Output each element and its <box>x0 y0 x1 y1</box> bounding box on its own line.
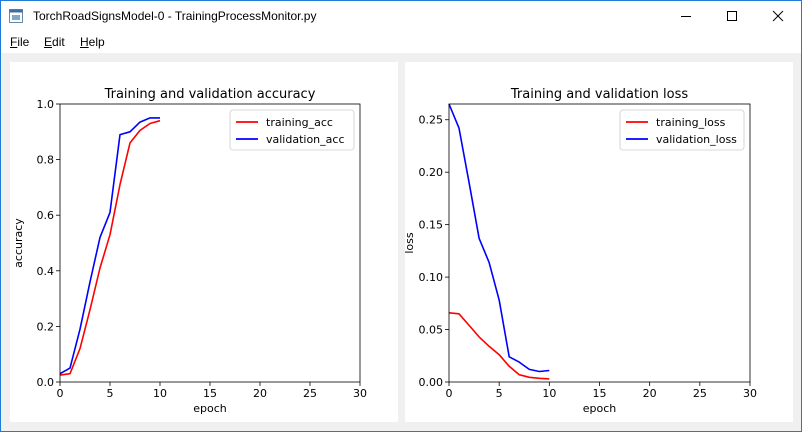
maximize-icon <box>727 11 737 21</box>
window-title: TorchRoadSignsModel-0 - TrainingProcessM… <box>33 9 317 23</box>
loss-chart: Training and validation loss 0 5 10 15 20 25 30… <box>405 87 757 415</box>
menu-help-label: elp <box>88 35 105 49</box>
series-line-training_loss <box>448 312 550 380</box>
x-tick-label: 25 <box>693 387 707 400</box>
close-button[interactable] <box>755 1 801 31</box>
y-tick-label: 0.8 <box>37 154 55 167</box>
legend-label-validation_acc: validation_acc <box>266 133 345 146</box>
y-tick-label: 0.4 <box>37 265 55 278</box>
x-tick-label: 10 <box>153 387 167 400</box>
y-axis-label: accuracy <box>12 218 25 268</box>
x-tick-label: 15 <box>203 387 217 400</box>
menu-file[interactable]: File <box>10 35 29 49</box>
x-tick-label: 30 <box>353 387 367 400</box>
menu-edit-label: dit <box>52 35 65 49</box>
x-tick-label: 0 <box>57 387 64 400</box>
legend-label-training_loss: training_loss <box>656 116 726 129</box>
chart-title: Training and validation accuracy <box>104 87 316 102</box>
y-tick-label: 1.0 <box>37 98 55 111</box>
y-tick-label: 0.6 <box>37 209 55 222</box>
legend-label-training_acc: training_acc <box>266 116 333 129</box>
y-tick-label: 0.15 <box>419 219 444 232</box>
x-axis-label: epoch <box>193 402 227 415</box>
y-tick-label: 0.20 <box>419 166 444 179</box>
accuracy-chart: Training and validation accuracy 0 5 10 15 20… <box>12 87 367 415</box>
menu-edit-accelerator: E <box>44 35 53 49</box>
menu-edit[interactable]: Edit <box>44 35 65 49</box>
title-bar[interactable]: TorchRoadSignsModel-0 - TrainingProcessM… <box>1 1 801 31</box>
y-tick-label: 0.05 <box>419 324 444 337</box>
y-axis-label: loss <box>405 232 416 254</box>
x-tick-label: 20 <box>253 387 267 400</box>
series-line-training_acc <box>59 119 161 376</box>
y-tick-label: 0.0 <box>37 376 55 389</box>
x-tick-label: 5 <box>496 387 503 400</box>
series-line-validation_acc <box>59 117 160 375</box>
x-axis-label: epoch <box>583 402 617 415</box>
menu-help-accelerator: H <box>80 35 89 49</box>
x-tick-label: 10 <box>542 387 556 400</box>
maximize-button[interactable] <box>709 1 755 31</box>
menu-help[interactable]: Help <box>80 35 105 49</box>
loss-chart-panel: Training and validation loss 0 5 10 15 20 25 30… <box>405 62 793 422</box>
series-line-validation_loss <box>448 103 550 373</box>
menu-file-label: ile <box>17 35 30 49</box>
minimize-icon <box>681 16 691 17</box>
content-area: Training and validation accuracy 0 5 10 15 20… <box>1 53 801 431</box>
x-tick-label: 5 <box>107 387 114 400</box>
x-tick-label: 30 <box>743 387 757 400</box>
close-icon <box>772 10 784 22</box>
y-tick-label: 0.2 <box>37 320 55 333</box>
legend-box <box>229 109 355 151</box>
menu-file-accelerator: F <box>10 35 18 49</box>
legend-box <box>619 109 745 151</box>
chart-title: Training and validation loss <box>510 87 688 102</box>
y-tick-label: 0.10 <box>419 271 444 284</box>
python-window-icon <box>9 9 23 23</box>
menu-bar: File Edit Help <box>1 31 801 53</box>
minimize-button[interactable] <box>663 1 709 31</box>
accuracy-chart-panel: Training and validation accuracy 0 5 10 15 20… <box>10 62 398 422</box>
y-tick-label: 0.25 <box>419 114 444 127</box>
legend-label-validation_loss: validation_loss <box>656 133 737 146</box>
x-tick-label: 15 <box>593 387 607 400</box>
x-tick-label: 20 <box>643 387 657 400</box>
x-tick-label: 25 <box>303 387 317 400</box>
x-tick-label: 0 <box>446 387 453 400</box>
y-tick-label: 0.00 <box>419 376 444 389</box>
